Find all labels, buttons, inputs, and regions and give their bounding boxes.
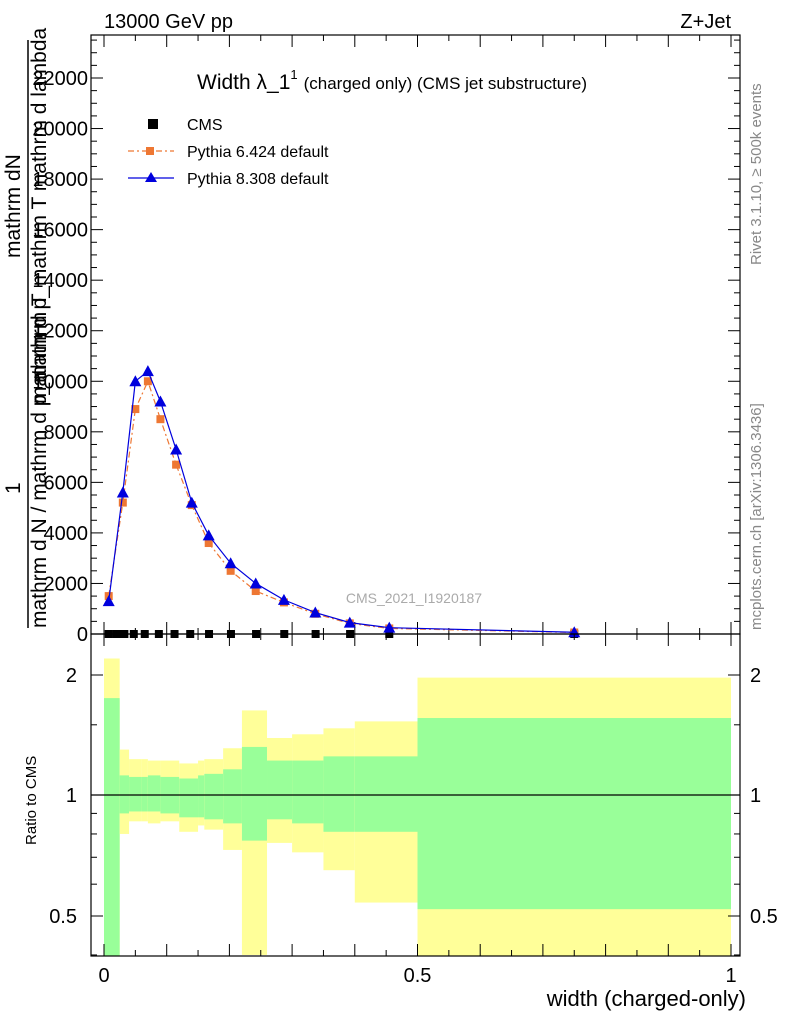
ratio-ytick-label-right: 1 <box>750 785 761 807</box>
legend-py8-label: Pythia 8.308 default <box>187 171 329 188</box>
ratio-band-green <box>129 776 142 812</box>
title-main: Width λ_1 <box>197 71 290 94</box>
ylabel-line1: mathrm dN <box>2 154 25 258</box>
ratio-band-green <box>241 746 268 841</box>
ratio-bands <box>91 658 740 956</box>
main-ytick-label: 8000 <box>44 422 89 444</box>
main-ytick-label: 12000 <box>32 321 88 343</box>
ratio-xtick-label: 1 <box>725 965 736 987</box>
ratio-band-green <box>417 718 731 910</box>
main-ytick-label: 22000 <box>32 68 88 90</box>
pythia8-point <box>343 616 356 628</box>
ratio-ytick-label-right: 2 <box>750 665 761 687</box>
ratio-band-green <box>323 756 355 832</box>
title-sup: 1 <box>290 67 297 82</box>
main-ytick-label: 16000 <box>32 220 88 242</box>
pythia8-point <box>102 595 115 607</box>
legend-cms-marker <box>148 119 158 129</box>
ratio-ytick-label: 1 <box>66 785 77 807</box>
pythia8-point <box>309 606 322 618</box>
main-ytick-label: 20000 <box>32 119 88 141</box>
pythia6-point <box>118 498 127 507</box>
main-axes: 2000 4000 6000 8000 10000 12000 14000 16000 1800… <box>32 35 740 646</box>
main-ytick-label: 10000 <box>32 371 88 393</box>
pythia6-point <box>204 539 213 548</box>
mcplots-label: mcplots.cern.ch [arXiv:1306.3436] <box>748 403 765 630</box>
ratio-ylabel: Ratio to CMS <box>23 756 40 845</box>
pythia6-point <box>156 415 165 424</box>
legend-py6-label: Pythia 6.424 default <box>187 144 329 161</box>
pythia8-point <box>249 577 262 589</box>
ratio-xtick-label: 0.5 <box>404 965 432 987</box>
series-line-pythia6 <box>108 379 575 634</box>
ratio-ytick-label: 2 <box>66 665 77 687</box>
pythia6-point <box>172 460 181 469</box>
pythia8-point <box>170 443 183 455</box>
pythia6-point <box>251 587 260 596</box>
pythia8-point <box>185 496 198 508</box>
ratio-axes: 0.5 0.5 1 1 2 2 0 0.5 1 <box>49 634 778 987</box>
main-ytick-label: 6000 <box>44 472 89 494</box>
ratio-band-green <box>104 698 120 956</box>
pythia8-point <box>141 365 154 377</box>
pythia8-point <box>224 557 237 569</box>
main-ytick-label: 4000 <box>44 523 89 545</box>
ratio-band-green <box>119 775 130 814</box>
pythia8-point <box>129 375 142 387</box>
watermark: CMS_2021_I1920187 <box>346 590 482 606</box>
ratio-band-green <box>354 756 418 832</box>
rivet-label: Rivet 3.1.10, ≥ 500k events <box>748 83 765 265</box>
pythia6-point <box>226 566 235 575</box>
pythia6-point <box>143 377 152 386</box>
ratio-band-green <box>223 769 242 824</box>
legend-cms-label: CMS <box>187 117 223 134</box>
ratio-ytick-label-right: 0.5 <box>750 906 778 928</box>
main-ytick-label: 18000 <box>32 169 88 191</box>
main-ytick-label: 0 <box>77 624 88 646</box>
ratio-band-green <box>204 773 224 820</box>
ratio-band-green <box>198 775 205 818</box>
legend: CMS Pythia 6.424 default Pythia 8.308 de… <box>128 117 329 188</box>
main-ytick-label: 14000 <box>32 270 88 292</box>
ratio-frame <box>90 633 741 957</box>
legend-py6-marker <box>146 147 154 155</box>
ratio-band-green <box>141 776 148 812</box>
pythia6-point <box>131 405 140 414</box>
ratio-band-green <box>147 775 161 812</box>
pythia8-point <box>202 529 215 541</box>
ratio-band-green <box>179 778 199 818</box>
process-label: Z+Jet <box>680 11 731 33</box>
main-series <box>102 365 581 638</box>
pythia8-point <box>154 395 167 407</box>
energy-label: 13000 GeV pp <box>104 11 233 33</box>
ylabel-line4: mathrm d N / mathrm d p_mathrm T <box>28 293 51 628</box>
main-ytick-label: 2000 <box>44 573 89 595</box>
ratio-ytick-label: 0.5 <box>49 906 77 928</box>
main-title: Width λ_11 (charged only) (CMS jet substr… <box>197 67 587 94</box>
pythia8-point <box>383 621 396 633</box>
xlabel: width (charged-only) <box>546 986 746 1011</box>
title-rest: (charged only) (CMS jet substructure) <box>304 74 587 93</box>
pythia8-point <box>116 486 129 498</box>
series-line-pythia8 <box>108 370 575 633</box>
ratio-band-green <box>292 760 324 824</box>
legend-py8-marker <box>145 172 157 182</box>
ratio-band-green <box>267 760 293 820</box>
ratio-xtick-label: 0 <box>98 965 109 987</box>
ylabel-line3: 1 <box>2 482 25 494</box>
pythia8-point <box>277 593 290 605</box>
ylabel-line2: mathrm d p_mathrm T mathrm d lambda <box>28 27 51 404</box>
